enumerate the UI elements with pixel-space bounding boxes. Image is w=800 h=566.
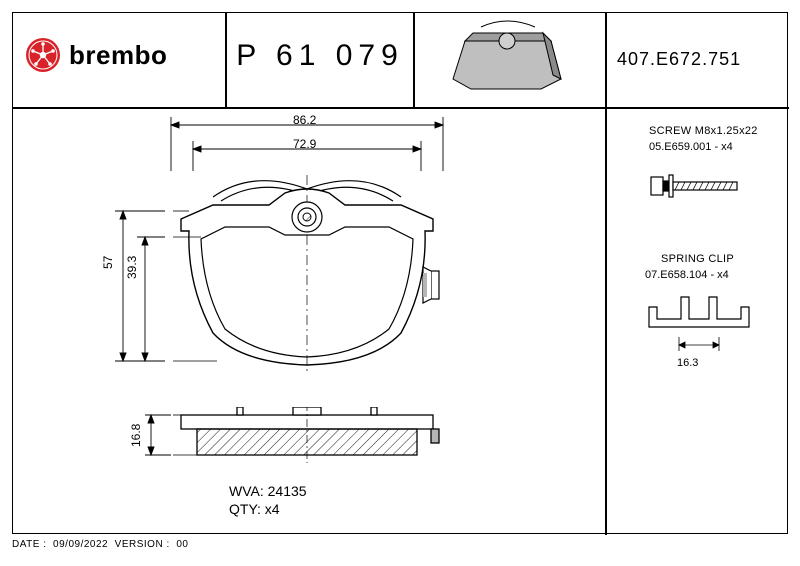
qty-row: QTY: x4 bbox=[229, 501, 280, 517]
spring-clip-icon bbox=[643, 289, 755, 359]
dim-height-outer: 57 bbox=[101, 256, 115, 269]
main-vdivider bbox=[605, 13, 607, 535]
footer: DATE : 09/09/2022 VERSION : 00 bbox=[12, 539, 188, 550]
brembo-logo-icon bbox=[25, 37, 61, 73]
header-vdivider-1 bbox=[225, 13, 227, 107]
screw-label: SCREW M8x1.25x22 bbox=[649, 125, 758, 137]
wva-value: 24135 bbox=[268, 483, 307, 499]
spring-clip-dim: 16.3 bbox=[677, 357, 698, 369]
brake-pad-front bbox=[173, 175, 441, 375]
wva-row: WVA: 24135 bbox=[229, 483, 307, 499]
main-drawing: 86.2 72.9 bbox=[13, 107, 605, 535]
spring-clip-label: SPRING CLIP bbox=[661, 253, 734, 265]
footer-date: 09/09/2022 bbox=[53, 539, 108, 550]
screw-code: 05.E659.001 - x4 bbox=[649, 141, 733, 153]
brand-name: brembo bbox=[69, 40, 167, 71]
footer-version: 00 bbox=[176, 539, 188, 550]
product-code: 407.E672.751 bbox=[617, 49, 741, 70]
qty-label: QTY: bbox=[229, 501, 261, 517]
brake-pad-side bbox=[173, 407, 441, 467]
footer-date-label: DATE : bbox=[12, 539, 46, 550]
dim-width-outer: 86.2 bbox=[293, 113, 316, 127]
product-iso-icon bbox=[443, 19, 573, 101]
dim-height-inner: 39.3 bbox=[125, 256, 139, 279]
part-number: P 61 079 bbox=[235, 39, 405, 73]
header-vdivider-2 bbox=[413, 13, 415, 107]
footer-version-label: VERSION : bbox=[115, 539, 170, 550]
dim-width-inner: 72.9 bbox=[293, 137, 316, 151]
dim-left bbox=[105, 205, 165, 365]
screw-icon bbox=[649, 167, 749, 205]
spring-clip-code: 07.E658.104 - x4 bbox=[645, 269, 729, 281]
wva-label: WVA: bbox=[229, 483, 264, 499]
brand-block: brembo bbox=[25, 37, 167, 73]
qty-value: x4 bbox=[265, 501, 280, 517]
drawing-sheet: brembo P 61 079 407.E672.751 SCREW M8x1.… bbox=[12, 12, 788, 534]
dim-thickness-val: 16.8 bbox=[129, 424, 143, 447]
